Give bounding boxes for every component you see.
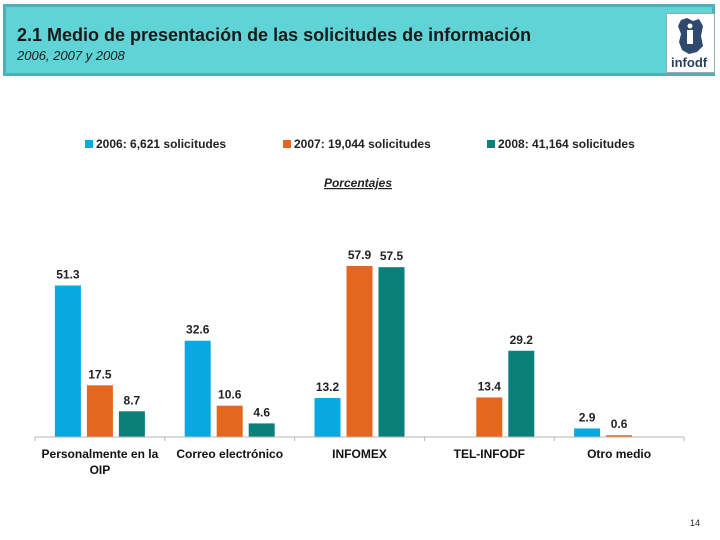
bar <box>476 397 503 437</box>
page-title: 2.1 Medio de presentación de las solicit… <box>17 25 532 45</box>
logo-emblem-icon <box>678 18 703 54</box>
bar <box>54 285 81 437</box>
bar <box>508 350 535 437</box>
page-subtitle: 2006, 2007 y 2008 <box>17 48 125 63</box>
category-label: Personalmente en la <box>42 447 159 461</box>
bar <box>118 411 145 437</box>
data-label: 17.5 <box>88 367 112 381</box>
bar <box>216 405 243 437</box>
chart-legend: 2006: 6,621 solicitudes 2007: 19,044 soli… <box>85 137 635 151</box>
bar <box>346 266 373 437</box>
data-label: 13.4 <box>478 379 502 393</box>
legend-label: 2008: 41,164 solicitudes <box>498 137 635 151</box>
data-label: 29.2 <box>510 333 534 347</box>
data-label: 2.9 <box>579 410 596 424</box>
data-label: 57.5 <box>380 249 404 263</box>
data-label: 32.6 <box>186 323 210 337</box>
header-banner: 2.1 Medio de presentación de las solicit… <box>3 4 715 76</box>
data-label: 8.7 <box>124 393 141 407</box>
category-label: OIP <box>90 463 111 477</box>
legend-swatch <box>85 140 93 148</box>
data-label: 51.3 <box>56 267 80 281</box>
legend-label: 2006: 6,621 solicitudes <box>96 137 226 151</box>
category-label: Otro medio <box>587 447 651 461</box>
x-axis-ticks <box>34 437 685 441</box>
category-label: Correo electrónico <box>176 447 283 461</box>
data-label: 0.6 <box>611 417 628 431</box>
data-label: 10.6 <box>218 388 242 402</box>
category-label: TEL-INFODF <box>454 447 525 461</box>
logo-text: infodf <box>671 55 708 70</box>
bars-group: 51.3 17.5 8.7 32.6 10.6 4.6 13.2 57.9 57.5 13.4 29… <box>54 248 633 437</box>
chart-title: Porcentajes <box>324 176 392 190</box>
data-label: 13.2 <box>316 380 340 394</box>
data-label: 4.6 <box>253 405 270 419</box>
bar <box>248 423 275 437</box>
bar <box>606 435 633 437</box>
legend-swatch <box>283 140 291 148</box>
x-axis-labels: Personalmente en la OIP Correo electrónico… <box>42 447 652 477</box>
legend-swatch <box>487 140 495 148</box>
bar <box>86 385 113 437</box>
category-label: INFOMEX <box>332 447 387 461</box>
bar <box>314 398 341 437</box>
page-number: 14 <box>690 518 701 528</box>
bar <box>184 340 211 437</box>
legend-label: 2007: 19,044 solicitudes <box>294 137 431 151</box>
infodf-logo: infodf <box>666 13 715 73</box>
bar <box>574 428 601 437</box>
bar <box>378 267 405 437</box>
data-label: 57.9 <box>348 248 372 262</box>
